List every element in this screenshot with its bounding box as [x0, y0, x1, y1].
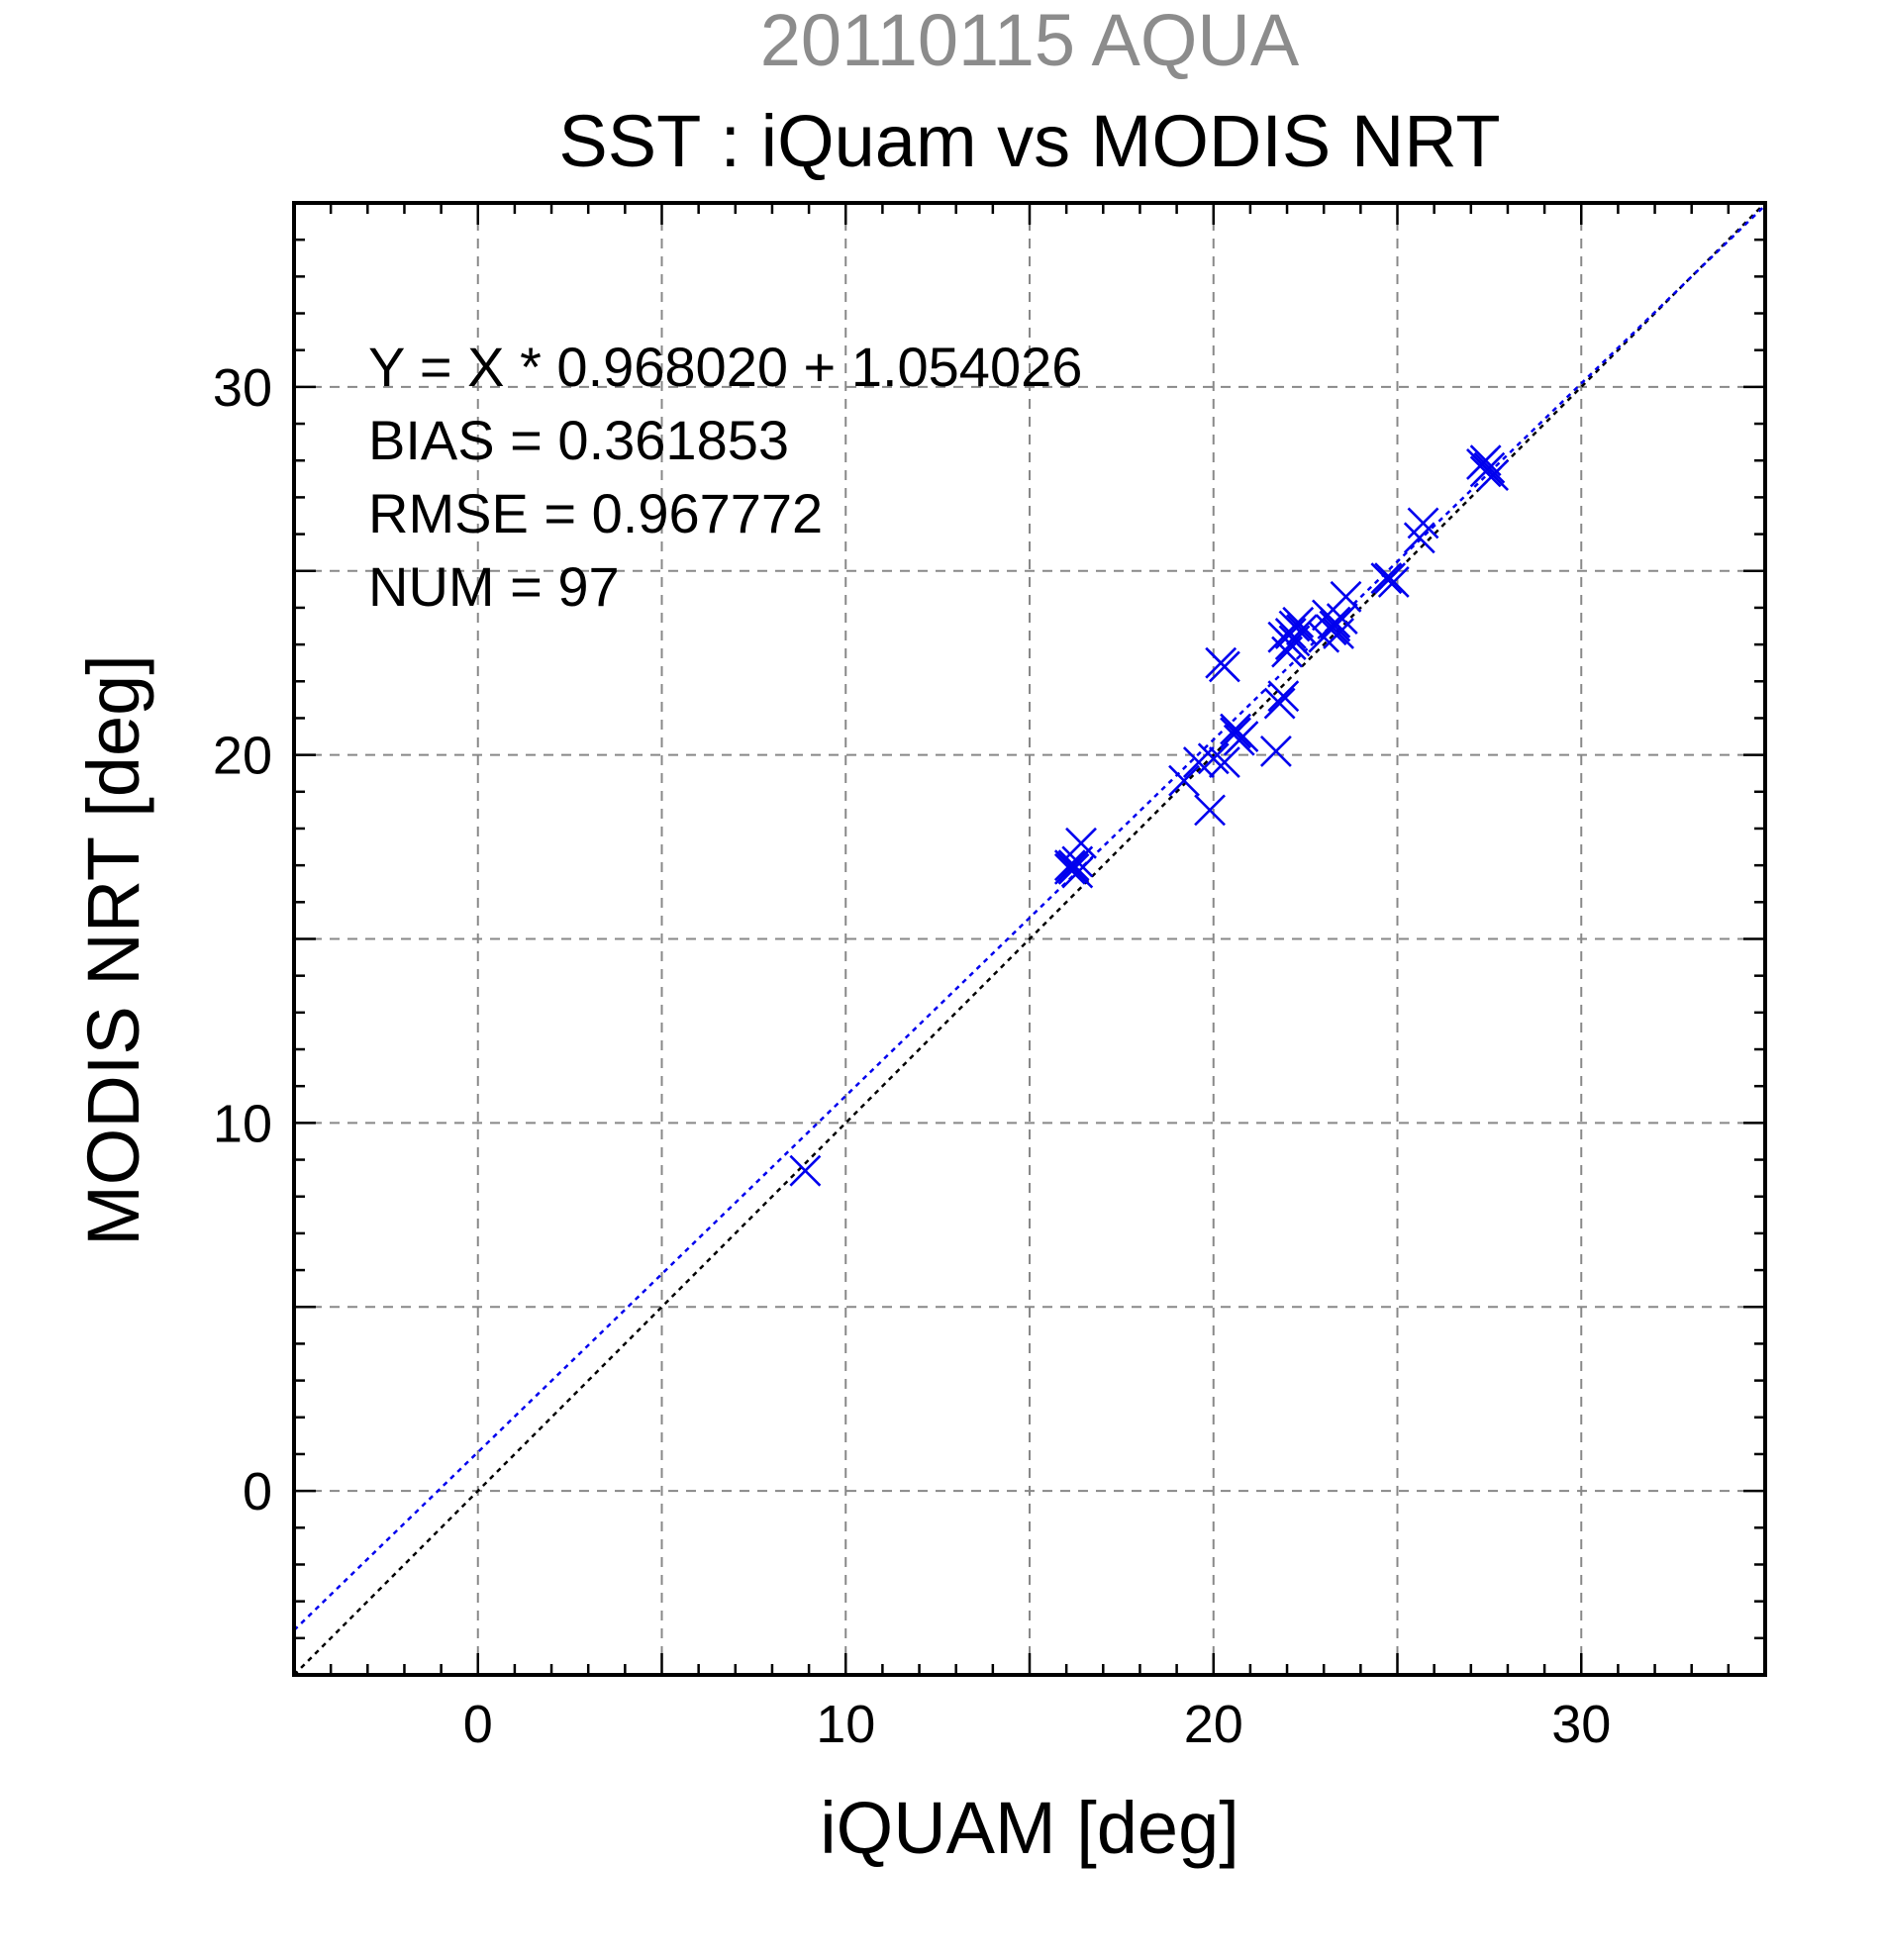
x-tick-label: 0 — [463, 1695, 493, 1754]
identity-line — [293, 202, 1766, 1676]
chart-title: SST : iQuam vs MODIS NRT — [558, 100, 1500, 182]
data-point — [1330, 580, 1362, 613]
data-point — [1370, 562, 1403, 595]
data-point — [1061, 845, 1094, 878]
num-value: NUM = 97 — [368, 555, 620, 618]
data-point — [1220, 717, 1251, 749]
y-tick-label: 10 — [213, 1094, 272, 1153]
data-point — [1263, 687, 1296, 720]
tick-labels: 0 0 10 10 20 20 30 30 — [213, 201, 1767, 1754]
data-points — [789, 444, 1510, 1187]
data-point — [1259, 735, 1292, 767]
x-tick-label: 20 — [1184, 1695, 1243, 1754]
data-point — [789, 1154, 822, 1187]
y-tick-label: 30 — [213, 358, 272, 418]
data-point — [1208, 746, 1240, 778]
regression-equation: Y = X * 0.968020 + 1.054026 — [368, 336, 1082, 398]
data-point — [1469, 444, 1502, 477]
data-point — [1477, 459, 1510, 492]
data-point — [1278, 625, 1311, 657]
y-axis-label: MODIS NRT [deg] — [72, 654, 154, 1246]
regression-line — [293, 204, 1766, 1631]
statistics-box: Y = X * 0.968020 + 1.054026 BIAS = 0.361… — [368, 336, 1082, 618]
data-point — [1469, 455, 1502, 488]
reference-lines — [293, 202, 1766, 1676]
chart-suptitle: 20110115 AQUA — [760, 0, 1300, 81]
data-point — [1057, 852, 1090, 885]
data-point — [1274, 618, 1307, 649]
y-tick-label: 0 — [243, 1462, 272, 1521]
x-tick-label: 10 — [816, 1695, 875, 1754]
data-point — [1374, 562, 1406, 595]
bias-value: BIAS = 0.361853 — [368, 409, 789, 471]
x-tick-label: 30 — [1551, 1695, 1611, 1754]
y-tick-label: 20 — [213, 727, 272, 786]
data-point — [1267, 680, 1300, 713]
rmse-value: RMSE = 0.967772 — [368, 482, 823, 544]
data-point — [1407, 507, 1439, 539]
data-point — [1208, 650, 1240, 683]
data-point — [1220, 713, 1251, 745]
data-point — [1168, 764, 1200, 797]
data-point — [1197, 742, 1230, 775]
data-point — [1065, 827, 1097, 859]
x-axis-label: iQUAM [deg] — [820, 1787, 1239, 1869]
data-point — [1319, 610, 1351, 642]
data-point — [1194, 794, 1226, 827]
